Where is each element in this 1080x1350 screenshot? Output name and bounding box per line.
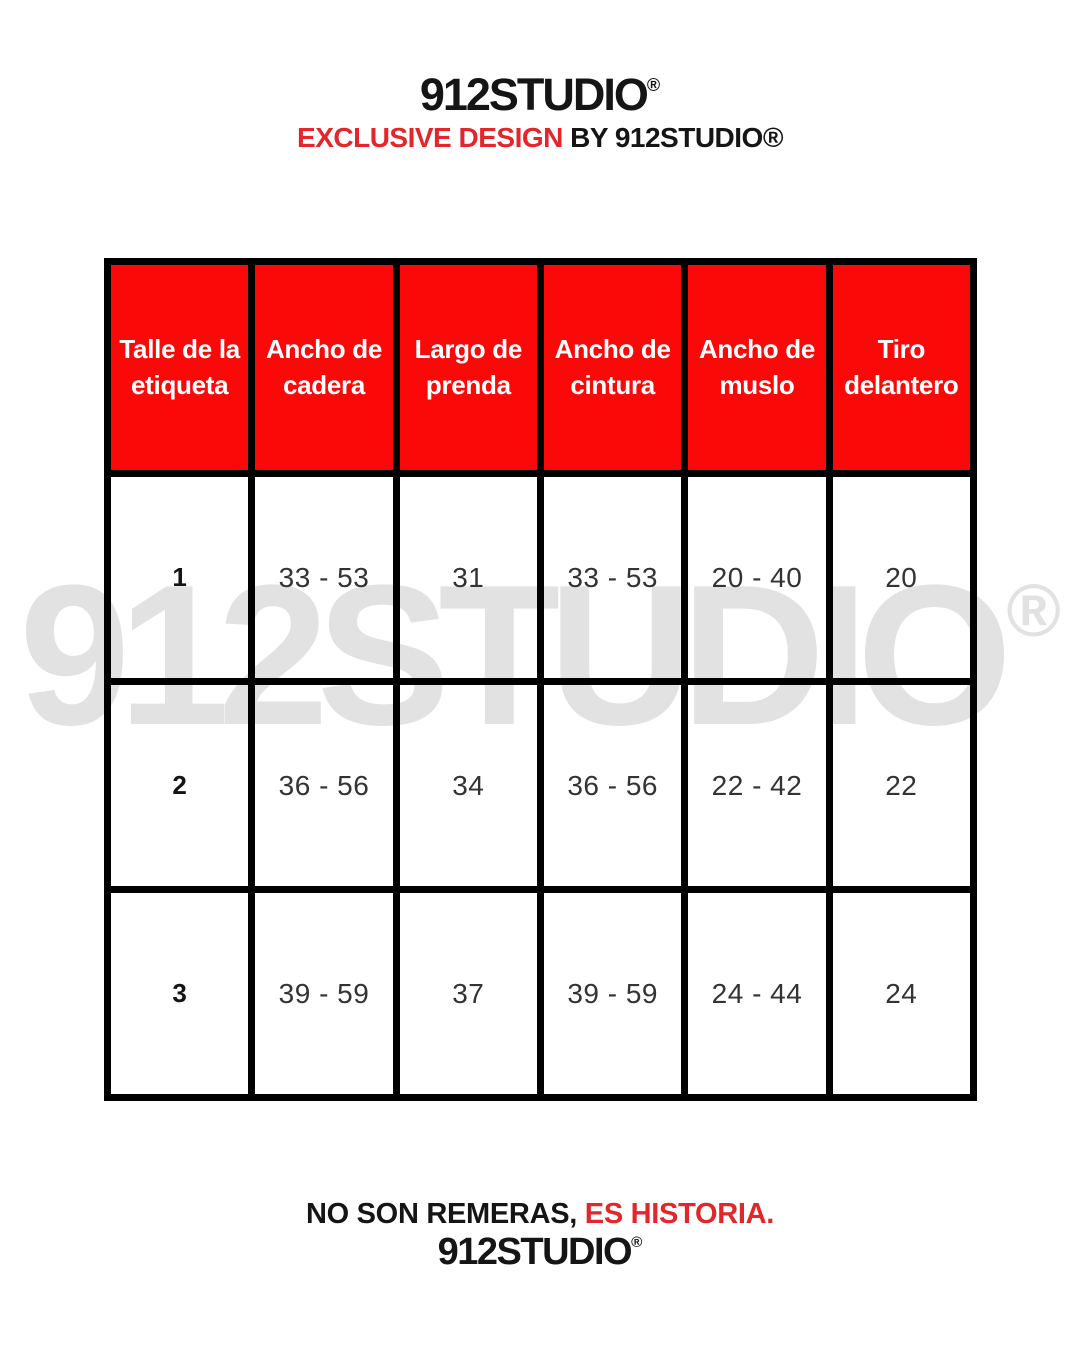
column-header-ancho-cintura: Ancho de cintura bbox=[536, 258, 689, 477]
footer-registered-icon: ® bbox=[631, 1234, 643, 1252]
cell-size-label-3: 3 bbox=[103, 886, 256, 1101]
cell-1-ancho-cadera: 33 - 53 bbox=[248, 470, 400, 685]
watermark-registered-icon: ® bbox=[1006, 569, 1061, 652]
column-header-talle-etiqueta: Talle de la etiqueta bbox=[103, 258, 256, 477]
brand-logo-text: 912STUDIO bbox=[419, 69, 649, 120]
cell-3-tiro-delantero: 24 bbox=[825, 886, 978, 1101]
table-row-size-3: 3 39 - 59 37 39 - 59 24 - 44 24 bbox=[103, 886, 978, 1101]
table-header-row: Talle de la etiqueta Ancho de cadera Lar… bbox=[103, 258, 978, 477]
table-row-size-1: 1 33 - 53 31 33 - 53 20 - 40 20 bbox=[103, 470, 978, 685]
cell-2-ancho-muslo: 22 - 42 bbox=[681, 678, 833, 893]
cell-3-largo-prenda: 37 bbox=[392, 886, 544, 1101]
footer-logo-text: 912STUDIO bbox=[437, 1231, 633, 1273]
column-header-ancho-muslo: Ancho de muslo bbox=[681, 258, 833, 477]
cell-size-label-2: 2 bbox=[103, 678, 256, 893]
brand-logo: 912STUDIO® bbox=[0, 72, 1080, 117]
cell-1-largo-prenda: 31 bbox=[392, 470, 544, 685]
cell-2-tiro-delantero: 22 bbox=[825, 678, 978, 893]
table-row-size-2: 2 36 - 56 34 36 - 56 22 - 42 22 bbox=[103, 678, 978, 893]
slogan-black-text: NO SON REMERAS, bbox=[305, 1198, 578, 1230]
column-header-ancho-cadera: Ancho de cadera bbox=[248, 258, 400, 477]
column-header-largo-prenda: Largo de prenda bbox=[392, 258, 544, 477]
cell-1-ancho-cintura: 33 - 53 bbox=[536, 470, 689, 685]
brand-header: 912STUDIO® EXCLUSIVE DESIGN BY 912STUDIO… bbox=[0, 72, 1080, 152]
tagline-accent-text: EXCLUSIVE DESIGN bbox=[297, 122, 563, 153]
size-chart-table: Talle de la etiqueta Ancho de cadera Lar… bbox=[103, 258, 978, 1101]
registered-trademark-icon: ® bbox=[646, 75, 661, 95]
tagline-rest-text: BY 912STUDIO® bbox=[570, 122, 783, 153]
poster-footer: NO SON REMERAS, ES HISTORIA. 912STUDIO® bbox=[0, 1200, 1080, 1272]
column-header-tiro-delantero: Tiro delantero bbox=[825, 258, 978, 477]
cell-2-ancho-cintura: 36 - 56 bbox=[536, 678, 689, 893]
cell-3-ancho-cintura: 39 - 59 bbox=[536, 886, 689, 1101]
cell-2-largo-prenda: 34 bbox=[392, 678, 544, 893]
cell-3-ancho-cadera: 39 - 59 bbox=[248, 886, 400, 1101]
cell-1-tiro-delantero: 20 bbox=[825, 470, 978, 685]
slogan-red-text: ES HISTORIA. bbox=[584, 1198, 775, 1230]
brand-tagline: EXCLUSIVE DESIGN BY 912STUDIO® bbox=[0, 124, 1080, 152]
footer-logo: 912STUDIO® bbox=[0, 1233, 1080, 1271]
cell-1-ancho-muslo: 20 - 40 bbox=[681, 470, 833, 685]
cell-size-label-1: 1 bbox=[103, 470, 256, 685]
cell-2-ancho-cadera: 36 - 56 bbox=[248, 678, 400, 893]
footer-slogan: NO SON REMERAS, ES HISTORIA. bbox=[0, 1200, 1080, 1229]
cell-3-ancho-muslo: 24 - 44 bbox=[681, 886, 833, 1101]
